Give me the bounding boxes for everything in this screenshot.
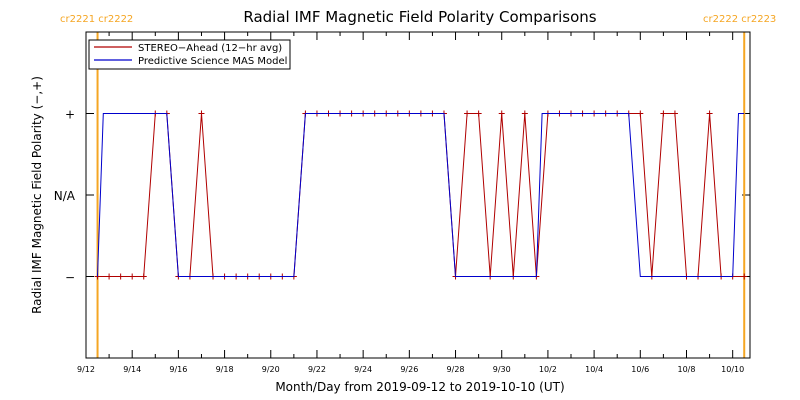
legend-label-mas: Predictive Science MAS Model <box>138 56 287 67</box>
x-tick-label: 10/2 <box>539 365 557 374</box>
stereo-data-point <box>706 110 713 117</box>
legend-box <box>88 39 291 70</box>
stereo-data-point <box>117 273 124 280</box>
x-tick-label: 9/24 <box>354 365 372 374</box>
stereo-data-point <box>498 110 505 117</box>
carrington-marker-label: cr2221 cr2222 <box>60 14 133 25</box>
x-tick-label: 9/14 <box>123 365 141 374</box>
x-tick-label: 10/6 <box>631 365 649 374</box>
stereo-data-point <box>129 273 136 280</box>
legend: STEREO−Ahead (12−hr avg) Predictive Scie… <box>88 39 291 70</box>
stereo-data-point <box>741 273 748 280</box>
y-tick-label: + <box>65 108 75 122</box>
x-tick-label: 9/12 <box>77 365 95 374</box>
y-tick-label: − <box>65 271 75 285</box>
x-tick-label: 10/4 <box>585 365 603 374</box>
y-axis-label: Radial IMF Magnetic Field Polarity (−,+) <box>30 76 44 314</box>
x-tick-label: 9/16 <box>169 365 187 374</box>
x-axis-label: Month/Day from 2019-09-12 to 2019-10-10 … <box>275 380 564 394</box>
x-tick-label: 10/10 <box>721 365 744 374</box>
mas-series-line <box>97 113 745 277</box>
x-tick-label: 9/22 <box>308 365 326 374</box>
y-tick-label: N/A <box>54 189 76 203</box>
stereo-data-point <box>671 110 678 117</box>
stereo-data-point <box>106 273 113 280</box>
plot-area: 9/12 9/14 9/16 9/18 9/20 9/22 9/24 9/26 9/28 9/30… <box>54 14 777 374</box>
stereo-data-point <box>660 110 667 117</box>
plot-frame <box>85 31 751 359</box>
stereo-data-point <box>198 110 205 117</box>
stereo-data-point <box>140 273 147 280</box>
x-tick-label: 9/30 <box>493 365 511 374</box>
carrington-marker-label: cr2222 cr2223 <box>703 14 776 25</box>
stereo-series-line <box>97 113 745 277</box>
x-tick-label: 10/8 <box>678 365 696 374</box>
x-tick-label: 9/26 <box>400 365 418 374</box>
legend-label-stereo: STEREO−Ahead (12−hr avg) <box>138 43 282 54</box>
stereo-data-point <box>637 110 644 117</box>
stereo-data-point <box>521 110 528 117</box>
x-tick-label: 9/20 <box>262 365 280 374</box>
stereo-data-point <box>475 110 482 117</box>
chart-title: Radial IMF Magnetic Field Polarity Compa… <box>243 8 596 26</box>
x-tick-label: 9/28 <box>447 365 465 374</box>
stereo-data-point <box>464 110 471 117</box>
x-tick-label: 9/18 <box>216 365 234 374</box>
